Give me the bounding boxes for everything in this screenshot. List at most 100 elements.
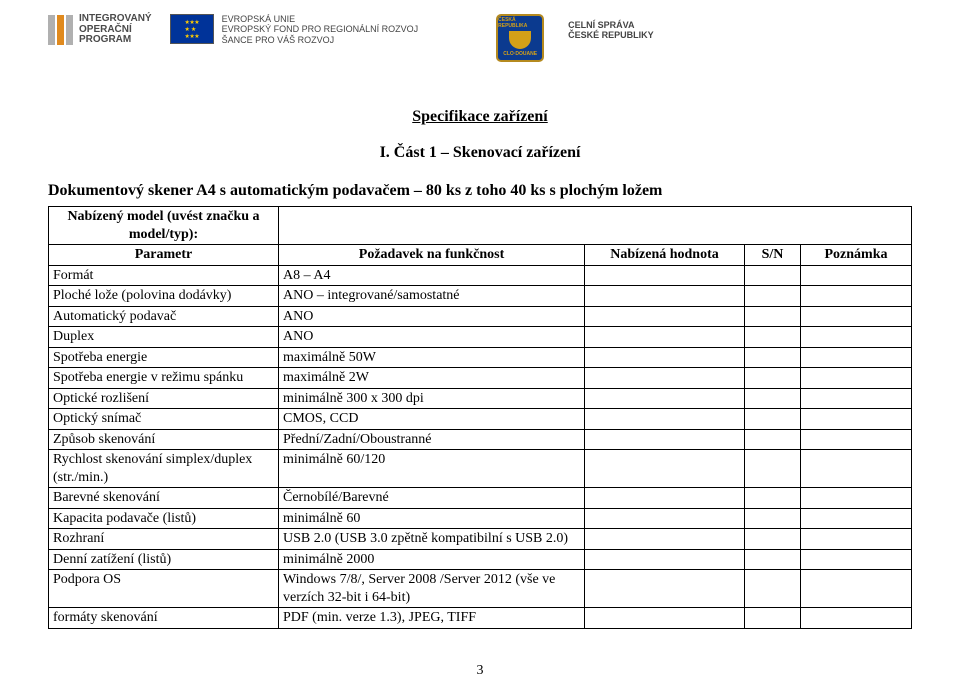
iop-bar-3 xyxy=(66,15,73,45)
cell-value xyxy=(585,529,745,550)
cell-note xyxy=(801,409,912,430)
cell-note xyxy=(801,608,912,629)
table-row: Spotřeba energie v režimu spánkumaximáln… xyxy=(49,368,912,389)
cell-sn xyxy=(745,409,801,430)
cell-sn xyxy=(745,508,801,529)
cell-note xyxy=(801,549,912,570)
cell-sn xyxy=(745,306,801,327)
cs-line2: ČESKÉ REPUBLIKY xyxy=(568,30,654,40)
cell-param: Optický snímač xyxy=(49,409,279,430)
cell-param: Spotřeba energie v režimu spánku xyxy=(49,368,279,389)
cell-note xyxy=(801,388,912,409)
table-row: FormátA8 – A4 xyxy=(49,265,912,286)
table-row: DuplexANO xyxy=(49,327,912,348)
cell-req: minimálně 60/120 xyxy=(279,450,585,488)
table-row: RozhraníUSB 2.0 (USB 3.0 zpětně kompatib… xyxy=(49,529,912,550)
cr-shield-icon xyxy=(509,31,531,49)
cell-sn xyxy=(745,529,801,550)
cell-value xyxy=(585,608,745,629)
table-head-row-1: Nabízený model (uvést značku a model/typ… xyxy=(49,207,912,245)
iop-logo: INTEGROVANÝ OPERAČNÍ PROGRAM xyxy=(48,14,152,46)
table-row: Kapacita podavače (listů)minimálně 60 xyxy=(49,508,912,529)
cell-param: Duplex xyxy=(49,327,279,348)
table-head-row-2: Parametr Požadavek na funkčnost Nabízená… xyxy=(49,245,912,266)
cell-note xyxy=(801,570,912,608)
cell-value xyxy=(585,409,745,430)
table-row: Podpora OSWindows 7/8/, Server 2008 /Ser… xyxy=(49,570,912,608)
cell-value xyxy=(585,265,745,286)
cell-param: Denní zatížení (listů) xyxy=(49,549,279,570)
cell-param: Automatický podavač xyxy=(49,306,279,327)
cell-param: Barevné skenování xyxy=(49,488,279,509)
cell-note xyxy=(801,327,912,348)
cell-note xyxy=(801,488,912,509)
cell-sn xyxy=(745,488,801,509)
cell-sn xyxy=(745,608,801,629)
cell-req: ANO – integrované/samostatné xyxy=(279,286,585,307)
model-label-2: model/typ): xyxy=(129,227,198,242)
table-row: Barevné skenováníČernobílé/Barevné xyxy=(49,488,912,509)
model-label-1: Nabízený model (uvést značku a xyxy=(67,209,259,224)
cell-value xyxy=(585,570,745,608)
cell-req: CMOS, CCD xyxy=(279,409,585,430)
cr-emblem-icon: ČESKÁ REPUBLIKA CLO·DOUANE xyxy=(496,14,544,62)
subheading: Dokumentový skener A4 s automatickým pod… xyxy=(48,182,912,200)
cs-line1: CELNÍ SPRÁVA xyxy=(568,20,654,30)
iop-line3: PROGRAM xyxy=(79,35,152,46)
table-row: Optické rozlišeníminimálně 300 x 300 dpi xyxy=(49,388,912,409)
header-logos: INTEGROVANÝ OPERAČNÍ PROGRAM ★ ★ ★★ ★★ ★… xyxy=(48,14,912,68)
model-value-cell xyxy=(279,207,912,245)
th-req: Požadavek na funkčnost xyxy=(279,245,585,266)
cell-param: Optické rozlišení xyxy=(49,388,279,409)
iop-line1: INTEGROVANÝ xyxy=(79,14,152,25)
cell-value xyxy=(585,508,745,529)
cell-sn xyxy=(745,570,801,608)
cell-value xyxy=(585,488,745,509)
cell-sn xyxy=(745,549,801,570)
doc-title: Specifikace zařízení xyxy=(48,108,912,126)
cell-note xyxy=(801,368,912,389)
section-title: I. Část 1 – Skenovací zařízení xyxy=(48,144,912,162)
cell-note xyxy=(801,508,912,529)
cell-param: Podpora OS xyxy=(49,570,279,608)
table-row: Optický snímačCMOS, CCD xyxy=(49,409,912,430)
eu-line2: EVROPSKÝ FOND PRO REGIONÁLNÍ ROZVOJ xyxy=(222,24,419,34)
iop-bar-1 xyxy=(48,15,55,45)
iop-bar-2 xyxy=(57,15,64,45)
cell-req: ANO xyxy=(279,327,585,348)
th-param: Parametr xyxy=(49,245,279,266)
cell-param: Spotřeba energie xyxy=(49,347,279,368)
cell-req: minimálně 60 xyxy=(279,508,585,529)
cell-req: A8 – A4 xyxy=(279,265,585,286)
cell-value xyxy=(585,388,745,409)
cell-req: PDF (min. verze 1.3), JPEG, TIFF xyxy=(279,608,585,629)
cell-param: Ploché lože (polovina dodávky) xyxy=(49,286,279,307)
spec-table: Nabízený model (uvést značku a model/typ… xyxy=(48,206,912,629)
cell-value xyxy=(585,286,745,307)
cell-note xyxy=(801,450,912,488)
cell-value xyxy=(585,327,745,348)
table-row: Způsob skenováníPřední/Zadní/Oboustranné xyxy=(49,429,912,450)
cell-value xyxy=(585,429,745,450)
cell-note xyxy=(801,529,912,550)
eu-logo: ★ ★ ★★ ★★ ★ ★ EVROPSKÁ UNIE EVROPSKÝ FON… xyxy=(170,14,419,45)
cell-value xyxy=(585,450,745,488)
cell-req: Windows 7/8/, Server 2008 /Server 2012 (… xyxy=(279,570,585,608)
table-row: Spotřeba energiemaximálně 50W xyxy=(49,347,912,368)
cell-note xyxy=(801,265,912,286)
cr-bottom: CLO·DOUANE xyxy=(503,51,537,57)
cell-param: Rychlost skenování simplex/duplex (str./… xyxy=(49,450,279,488)
page-number: 3 xyxy=(0,663,960,679)
table-row: Rychlost skenování simplex/duplex (str./… xyxy=(49,450,912,488)
table-row: Automatický podavačANO xyxy=(49,306,912,327)
eu-line1: EVROPSKÁ UNIE xyxy=(222,14,419,24)
cell-value xyxy=(585,306,745,327)
cell-value xyxy=(585,347,745,368)
cell-note xyxy=(801,286,912,307)
table-row: Denní zatížení (listů)minimálně 2000 xyxy=(49,549,912,570)
cell-req: maximálně 50W xyxy=(279,347,585,368)
cell-req: maximálně 2W xyxy=(279,368,585,389)
cell-note xyxy=(801,306,912,327)
eu-flag-icon: ★ ★ ★★ ★★ ★ ★ xyxy=(170,14,214,44)
cell-param: Formát xyxy=(49,265,279,286)
